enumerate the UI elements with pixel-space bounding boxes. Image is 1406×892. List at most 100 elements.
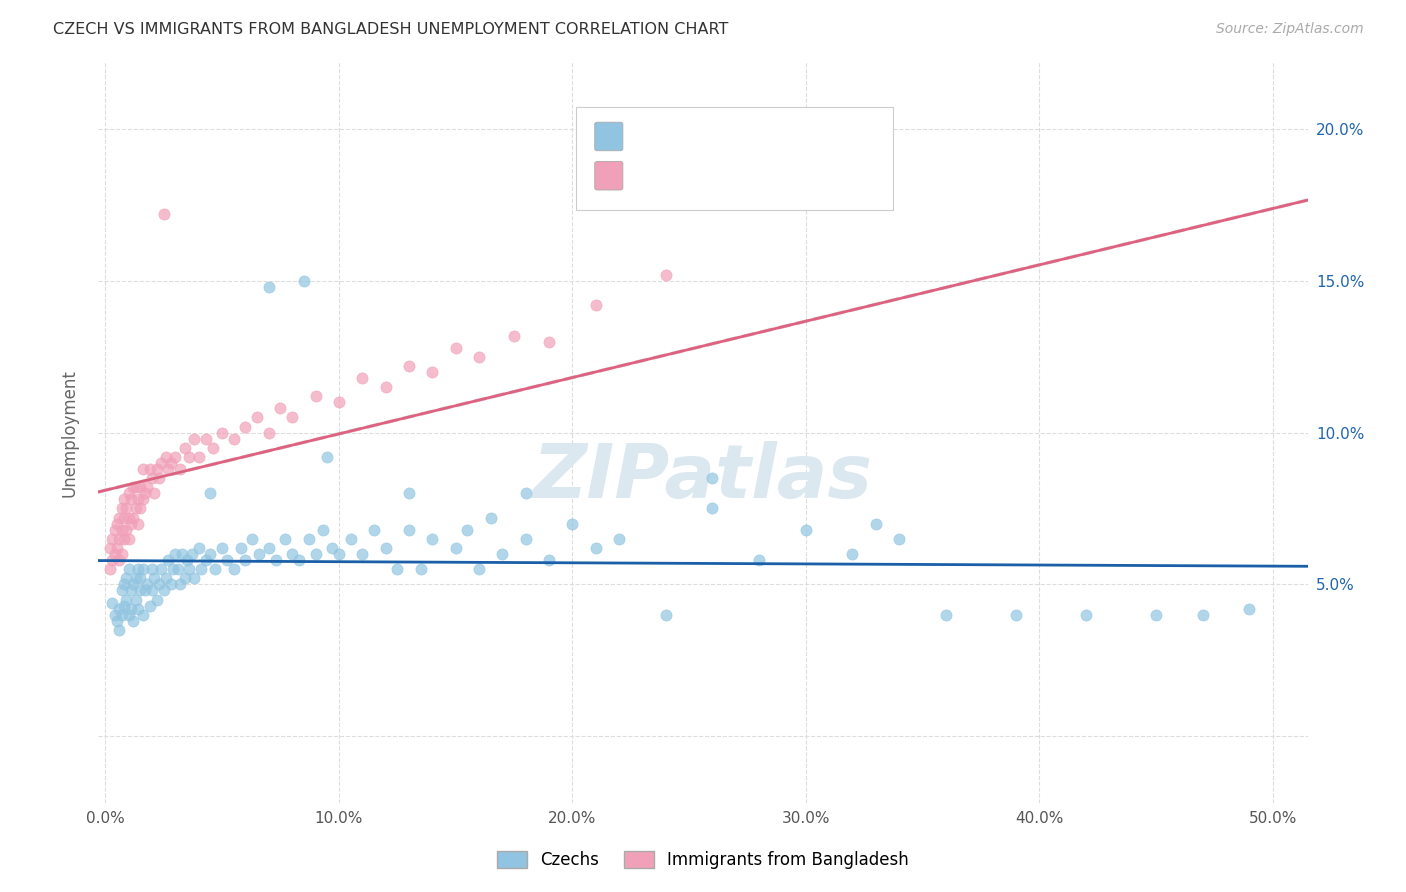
Text: Source: ZipAtlas.com: Source: ZipAtlas.com: [1216, 22, 1364, 37]
Point: [229, 541, 252, 555]
Point: [887, 532, 910, 546]
Point: [172, 547, 194, 561]
Point: [122, 480, 145, 494]
Point: [409, 562, 432, 576]
Point: [274, 532, 297, 546]
Point: [129, 480, 152, 494]
Point: [398, 523, 420, 537]
Point: [304, 389, 326, 403]
Point: [235, 419, 257, 434]
Point: [468, 562, 491, 576]
Point: [398, 486, 420, 500]
Point: [108, 532, 131, 546]
Point: [139, 599, 162, 613]
Point: [122, 577, 145, 591]
Point: [444, 341, 467, 355]
Point: [127, 562, 149, 576]
Point: [141, 583, 163, 598]
Point: [120, 492, 142, 507]
Point: [98, 562, 121, 576]
Point: [127, 516, 149, 531]
Point: [211, 425, 233, 440]
Point: [105, 541, 128, 555]
Point: [165, 547, 187, 561]
Point: [269, 401, 291, 416]
Point: [363, 523, 385, 537]
Point: [125, 592, 148, 607]
Text: R =: R =: [631, 129, 666, 144]
Point: [155, 571, 177, 585]
Point: [136, 577, 159, 591]
Point: [152, 583, 174, 598]
Point: [125, 571, 148, 585]
Point: [139, 462, 162, 476]
Point: [120, 601, 142, 615]
Point: [111, 523, 134, 537]
Point: [222, 432, 245, 446]
Point: [841, 547, 863, 561]
Point: [187, 450, 209, 464]
Point: [148, 577, 170, 591]
Point: [169, 462, 191, 476]
Point: [235, 553, 257, 567]
Point: [120, 516, 142, 531]
Point: [118, 562, 141, 576]
Point: [150, 562, 173, 576]
Point: [162, 562, 184, 576]
Point: [166, 562, 188, 576]
Point: [150, 456, 173, 470]
Point: [194, 432, 217, 446]
Point: [111, 547, 134, 561]
Point: [159, 456, 181, 470]
Point: [118, 607, 141, 622]
Point: [169, 577, 191, 591]
Point: [183, 432, 205, 446]
Point: [101, 553, 124, 567]
Point: [561, 516, 583, 531]
Point: [316, 450, 339, 464]
Point: [1074, 607, 1097, 622]
Point: [264, 553, 287, 567]
Point: [112, 577, 135, 591]
Point: [143, 486, 166, 500]
Point: [180, 547, 202, 561]
Point: [122, 510, 145, 524]
Point: [125, 480, 148, 494]
Point: [292, 274, 315, 288]
Point: [865, 516, 887, 531]
Point: [352, 371, 374, 385]
Point: [537, 553, 560, 567]
Point: [200, 486, 222, 500]
Point: [328, 395, 350, 409]
Point: [179, 562, 201, 576]
Point: [104, 607, 127, 622]
Point: [148, 471, 170, 485]
Point: [112, 532, 135, 546]
Text: N =: N =: [755, 169, 792, 183]
Text: CZECH VS IMMIGRANTS FROM BANGLADESH UNEMPLOYMENT CORRELATION CHART: CZECH VS IMMIGRANTS FROM BANGLADESH UNEM…: [53, 22, 728, 37]
Point: [585, 298, 607, 312]
Point: [215, 553, 238, 567]
Point: [794, 523, 817, 537]
Point: [374, 541, 396, 555]
Point: [249, 547, 271, 561]
Point: [200, 547, 222, 561]
Point: [654, 268, 676, 282]
Point: [222, 562, 245, 576]
Point: [159, 577, 181, 591]
Point: [108, 601, 131, 615]
Point: [257, 425, 280, 440]
Point: [194, 553, 217, 567]
Point: [98, 541, 121, 555]
Point: [115, 571, 138, 585]
Point: [118, 510, 141, 524]
Point: [456, 523, 478, 537]
Point: [134, 486, 156, 500]
Point: [398, 359, 420, 373]
Point: [152, 207, 174, 221]
Point: [1144, 607, 1167, 622]
Point: [104, 547, 127, 561]
Point: [183, 571, 205, 585]
Point: [515, 532, 537, 546]
Point: [111, 501, 134, 516]
